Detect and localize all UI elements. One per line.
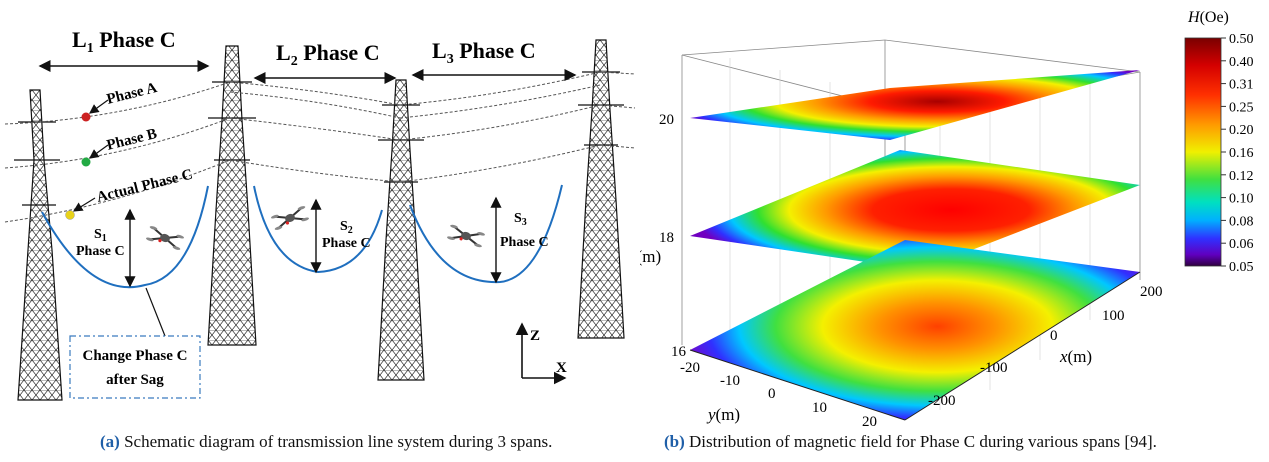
colorbar-tick-label: 0.06	[1229, 237, 1254, 252]
x-tick-200: 200	[1140, 284, 1163, 300]
drone-icon	[447, 224, 485, 248]
sag-label-2: S2	[340, 219, 353, 236]
y-tick-10: 10	[812, 400, 827, 416]
tower-3	[377, 79, 425, 381]
span-label-2: L2 Phase C	[276, 40, 380, 69]
tower-4	[577, 39, 625, 339]
span-label-3: L3 Phase C	[432, 38, 536, 67]
field-slice-z20	[690, 70, 1140, 140]
x-tick-neg200: -200	[928, 393, 956, 409]
colorbar-tick-label: 0.20	[1229, 123, 1254, 138]
x-tick-100: 100	[1102, 308, 1125, 324]
change-phase-c-box	[69, 335, 201, 399]
sag-label-3: S3	[514, 211, 527, 228]
y-tick-neg20: -20	[680, 360, 700, 376]
colorbar-tick-label: 0.40	[1229, 55, 1254, 70]
colorbar	[1184, 37, 1222, 267]
x-tick-neg100: -100	[980, 360, 1008, 376]
transmission-line-diagram: L1 Phase C L2 Phase C L3 Phase C Phase A…	[4, 27, 636, 401]
x-axis-label: x(m)	[1059, 347, 1092, 366]
sag-label-1: S1	[94, 227, 107, 244]
x-tick-0: 0	[1050, 328, 1058, 344]
z-axis-label: Z	[530, 328, 540, 344]
drone-icon	[270, 206, 310, 230]
z-tick-20: 20	[659, 112, 674, 128]
tower-1	[14, 89, 63, 401]
z-axis-label: z(m)	[640, 247, 661, 266]
z-tick-16: 16	[671, 344, 687, 360]
colorbar-tick-label: 0.16	[1229, 146, 1254, 161]
colorbar-title: H(Oe)	[1187, 9, 1229, 26]
field-slice-z16	[690, 240, 1140, 420]
magnetic-field-plot: 20 18 16 z(m) -20 -10 0 10 20 y(m) 200 1…	[640, 9, 1254, 430]
span-label-1: L1 Phase C	[72, 27, 176, 56]
caption-a: (a) Schematic diagram of transmission li…	[100, 432, 553, 451]
y-tick-20: 20	[862, 414, 877, 430]
sag-phase-label-1: Phase C	[76, 244, 125, 259]
phase-a-label: Phase A	[105, 80, 159, 108]
sag-phase-label-3: Phase C	[500, 235, 549, 250]
colorbar-tick-label: 0.05	[1229, 260, 1254, 275]
z-tick-18: 18	[659, 230, 674, 246]
colorbar-tick-label: 0.10	[1229, 192, 1254, 207]
sag-phase-label-2: Phase C	[322, 236, 371, 251]
y-axis-label: y(m)	[706, 405, 740, 424]
change-box-line1: Change Phase C	[82, 348, 187, 364]
drone-icon	[145, 226, 185, 250]
colorbar-tick-label: 0.50	[1229, 32, 1254, 47]
y-tick-0: 0	[768, 386, 776, 402]
colorbar-tick-label: 0.12	[1229, 169, 1254, 184]
colorbar-tick-label: 0.25	[1229, 100, 1254, 115]
colorbar-tick-label: 0.31	[1229, 78, 1254, 93]
actual-phase-c-label: Actual Phase C	[95, 167, 194, 206]
conductor-lines	[4, 71, 636, 223]
phase-a-marker	[81, 112, 91, 122]
x-axis-label: X	[556, 360, 567, 376]
phase-b-marker	[81, 157, 91, 167]
y-tick-neg10: -10	[720, 373, 740, 389]
caption-b: (b) Distribution of magnetic field for P…	[664, 432, 1157, 451]
colorbar-tick-label: 0.08	[1229, 214, 1254, 229]
colorbar-ticks: 0.50 0.40 0.31 0.25 0.20 0.16 0.12 0.10 0.08 0.06…	[1221, 32, 1254, 275]
field-slice-z18	[690, 150, 1140, 270]
phase-c-marker	[65, 210, 75, 220]
tower-2	[207, 45, 257, 346]
change-box-line2: after Sag	[106, 372, 164, 388]
phase-b-label: Phase B	[105, 126, 159, 154]
